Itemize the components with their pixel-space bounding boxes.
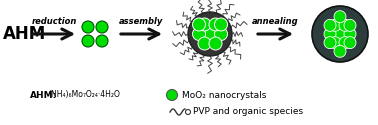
Circle shape [186, 110, 191, 114]
Circle shape [334, 28, 346, 40]
Circle shape [82, 21, 94, 33]
Circle shape [188, 12, 232, 56]
Circle shape [344, 37, 356, 49]
Circle shape [214, 28, 228, 40]
Circle shape [344, 28, 356, 40]
Circle shape [96, 35, 108, 47]
Circle shape [324, 19, 336, 31]
Circle shape [334, 45, 346, 57]
Circle shape [344, 19, 356, 31]
Circle shape [96, 21, 108, 33]
Text: AHM:: AHM: [30, 90, 57, 100]
Circle shape [82, 35, 94, 47]
Circle shape [324, 37, 336, 49]
Circle shape [166, 90, 178, 101]
Circle shape [334, 11, 346, 23]
Circle shape [203, 28, 217, 40]
Circle shape [192, 18, 206, 31]
Circle shape [209, 37, 222, 50]
Circle shape [192, 28, 206, 40]
Circle shape [329, 19, 341, 31]
Circle shape [339, 37, 351, 49]
Text: MoO₂ nanocrystals: MoO₂ nanocrystals [182, 90, 266, 100]
Text: (NH₄)₆Mo₇O₂₄·4H₂O: (NH₄)₆Mo₇O₂₄·4H₂O [48, 90, 120, 100]
Circle shape [329, 37, 341, 49]
Circle shape [209, 18, 222, 31]
Circle shape [312, 6, 368, 62]
Text: AHM: AHM [3, 25, 46, 43]
Text: assembly: assembly [119, 18, 163, 26]
Circle shape [324, 28, 336, 40]
Circle shape [198, 37, 211, 50]
Text: annealing: annealing [252, 18, 298, 26]
Circle shape [214, 18, 228, 31]
Text: PVP and organic species: PVP and organic species [193, 108, 303, 116]
Circle shape [339, 19, 351, 31]
Text: reduction: reduction [31, 18, 77, 26]
Circle shape [198, 18, 211, 31]
